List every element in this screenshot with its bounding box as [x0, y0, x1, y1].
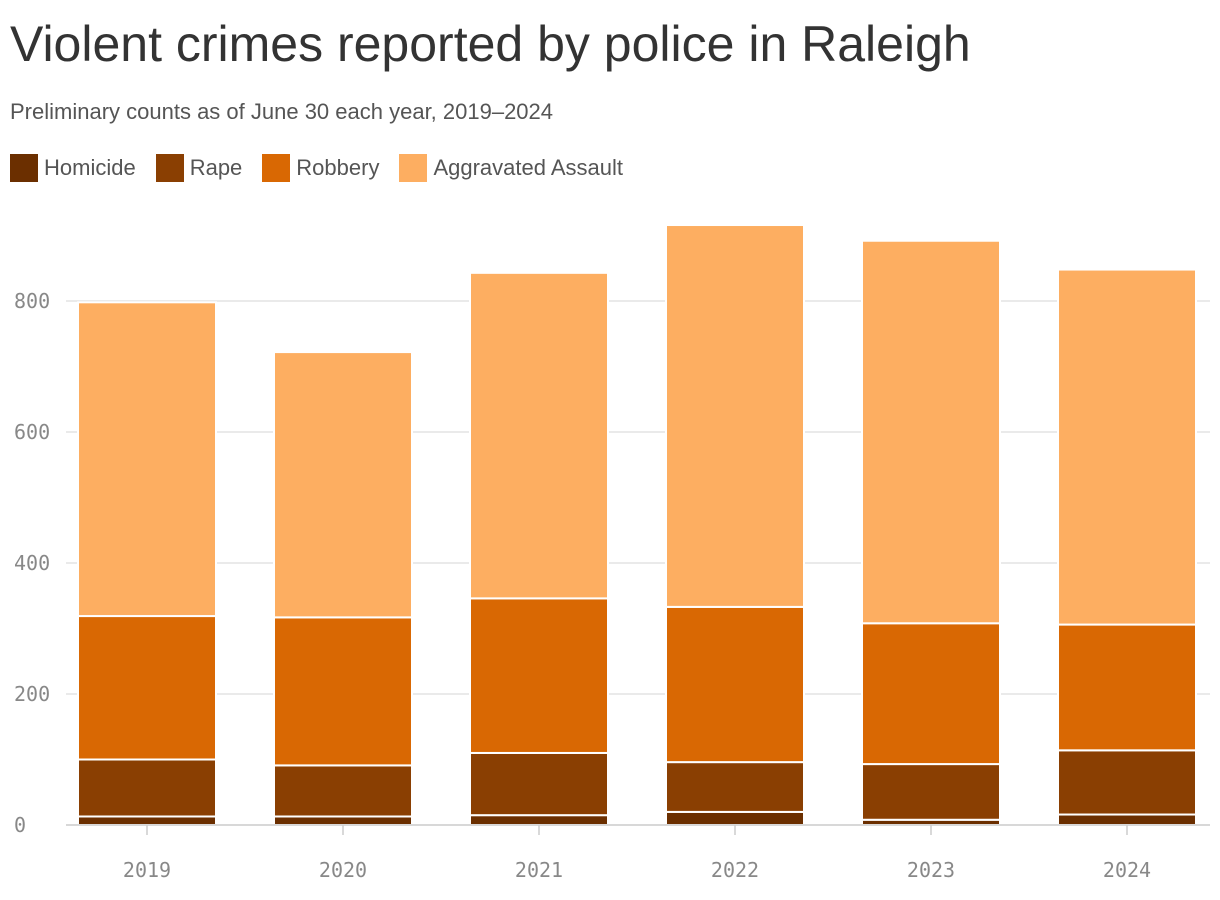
bar-2024-robbery	[1057, 623, 1197, 752]
y-tick-label-800: 800	[14, 289, 50, 313]
x-tick-label-2022: 2022	[711, 858, 759, 882]
bar-2022-rape	[665, 761, 805, 813]
chart-title: Violent crimes reported by police in Ral…	[10, 16, 971, 72]
bar-2022-aggravated-assault	[665, 224, 805, 608]
bar-2020-homicide	[273, 815, 413, 826]
legend: Homicide Rape Robbery Aggravated Assault	[10, 152, 643, 184]
legend-label-aggravated-assault: Aggravated Assault	[433, 155, 624, 180]
bar-2019-robbery	[77, 615, 217, 761]
x-tick-label-2019: 2019	[123, 858, 171, 882]
legend-item-homicide: Homicide	[10, 154, 136, 182]
bar-2020-robbery	[273, 616, 413, 767]
legend-label-rape: Rape	[189, 155, 243, 180]
bar-2019-homicide	[77, 815, 217, 826]
chart-subtitle: Preliminary counts as of June 30 each ye…	[10, 99, 554, 124]
legend-label-robbery: Robbery	[296, 155, 380, 180]
legend-item-aggravated-assault: Aggravated Assault	[399, 154, 623, 182]
bar-2020-aggravated-assault	[273, 351, 413, 619]
x-tick-label-2020: 2020	[319, 858, 367, 882]
bar-2020-rape	[273, 764, 413, 818]
bar-2023-robbery	[861, 622, 1001, 766]
legend-item-rape: Rape	[155, 154, 243, 182]
legend-swatch-robbery	[262, 154, 291, 182]
y-tick-label-400: 400	[14, 551, 50, 575]
bar-2021-homicide	[469, 814, 609, 826]
y-tick-label-0: 0	[14, 813, 26, 837]
legend-swatch-aggravated-assault	[399, 154, 428, 182]
legend-label-homicide: Homicide	[44, 155, 136, 180]
bar-2019-rape	[77, 758, 217, 818]
bar-2023-aggravated-assault	[861, 239, 1001, 625]
bar-2024-aggravated-assault	[1057, 268, 1197, 626]
bar-2021-rape	[469, 751, 609, 817]
bar-2023-rape	[861, 763, 1001, 821]
x-tick-label-2023: 2023	[907, 858, 955, 882]
bar-2022-homicide	[665, 810, 805, 827]
bar-2022-robbery	[665, 605, 805, 764]
x-tick-label-2024: 2024	[1103, 858, 1151, 882]
bar-2024-homicide	[1057, 813, 1197, 827]
legend-swatch-rape	[155, 154, 184, 182]
x-tick-label-2021: 2021	[515, 858, 563, 882]
legend-swatch-homicide	[10, 154, 38, 182]
y-tick-label-200: 200	[14, 682, 50, 706]
bar-2021-aggravated-assault	[469, 271, 609, 600]
legend-item-robbery: Robbery	[262, 154, 379, 182]
bar-2021-robbery	[469, 597, 609, 754]
y-tick-label-600: 600	[14, 420, 50, 444]
bar-2024-rape	[1057, 749, 1197, 816]
bar-2019-aggravated-assault	[77, 301, 217, 618]
